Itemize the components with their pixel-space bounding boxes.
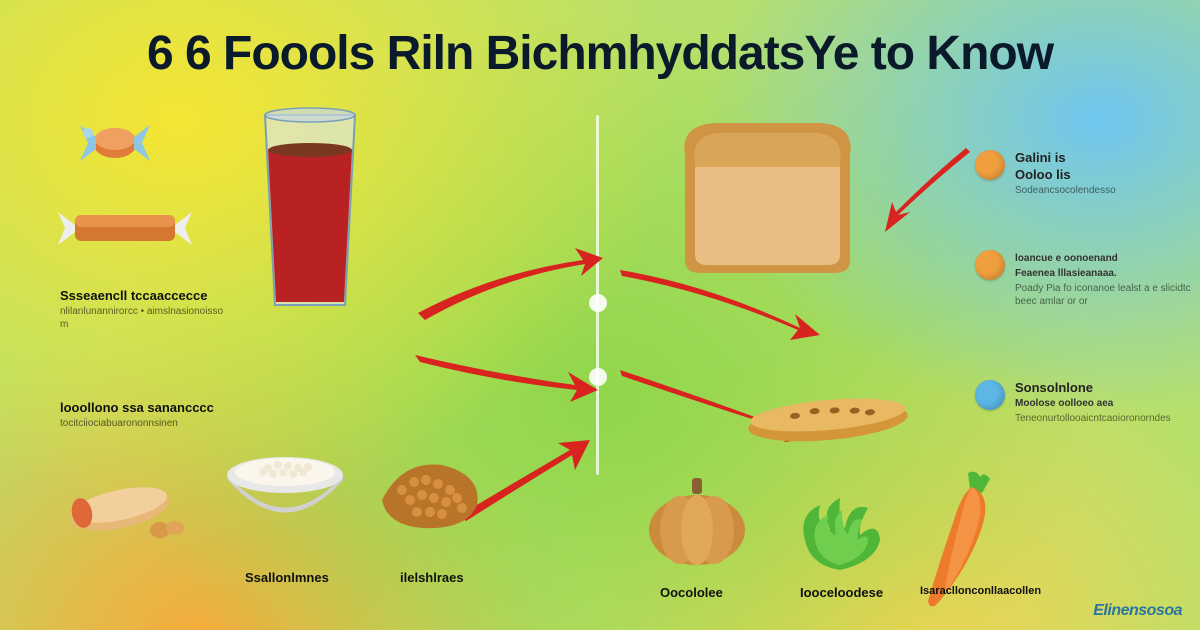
bottom-label-d: Iooceloodese <box>800 585 883 600</box>
bottom-label-c: Oocololee <box>660 585 723 600</box>
arrow-left-upper <box>403 238 603 338</box>
side-1-sub: Ooloo lis <box>1015 167 1116 182</box>
circle-icon-orange-2 <box>975 250 1005 280</box>
pumpkin-icon <box>640 470 755 575</box>
candy-bar-icon <box>50 200 200 260</box>
small-seeds-icon <box>145 510 190 550</box>
side-item-2: loancue e oonoenand Feaenea lllasieanaaa… <box>975 250 1195 308</box>
candy-icon <box>70 115 160 175</box>
rice-bowl-icon <box>218 430 353 540</box>
side-3-sub: Moolose oolloeo aea <box>1015 397 1171 410</box>
left-label-mid-title: looollono ssa sanancccc <box>60 400 214 415</box>
side-2-desc: Poady Pia fo iconanoe lealst a e slicidt… <box>1015 282 1195 308</box>
side-1-title: Galini is <box>1015 150 1116 165</box>
side-3-title: Sonsolnlone <box>1015 380 1171 395</box>
side-item-3: Sonsolnlone Moolose oolloeo aea Teneonur… <box>975 380 1171 425</box>
left-label-mid: looollono ssa sanancccc tocitciiociabuar… <box>60 400 214 430</box>
bottom-label-e: Isaracllonconllaacollen <box>920 585 1041 597</box>
baguette-sandwich-icon <box>740 380 915 455</box>
left-label-top-sub: nlilanlunannirorcc • aimslnasionoissom <box>60 305 230 331</box>
bottom-label-b: ilelshlraes <box>400 570 464 585</box>
arrow-left-lower <box>400 340 600 430</box>
bread-loaf-icon <box>660 105 870 285</box>
side-1-desc: Sodeancsocolendesso <box>1015 184 1116 197</box>
left-label-top-title: Ssseaencll tccaaccecce <box>60 288 207 303</box>
left-label-mid-sub: tocitciiociabuarononnsinen <box>60 417 214 430</box>
circle-icon-orange-1 <box>975 150 1005 180</box>
left-label-top: Ssseaencll tccaaccecce nlilanlunannirorc… <box>60 288 230 331</box>
side-2-title: loancue e oonoenand <box>1015 252 1195 265</box>
bottom-label-a: Ssallonlmnes <box>245 570 329 585</box>
lettuce-icon <box>790 490 890 585</box>
watermark-text: Elinensosoa <box>1093 602 1182 620</box>
page-title: 6 6 Foools Riln BichmhyddatsYe to Know <box>0 26 1200 81</box>
grain-cluster-icon <box>362 440 492 545</box>
side-2-sub: Feaenea lllasieanaaa. <box>1015 267 1195 280</box>
drink-glass-icon <box>245 105 375 320</box>
side-item-1: Galini is Ooloo lis Sodeancsocolendesso <box>975 150 1116 197</box>
circle-icon-blue <box>975 380 1005 410</box>
side-3-desc: Teneonurtollooaicntcaoioronorndes <box>1015 412 1171 425</box>
